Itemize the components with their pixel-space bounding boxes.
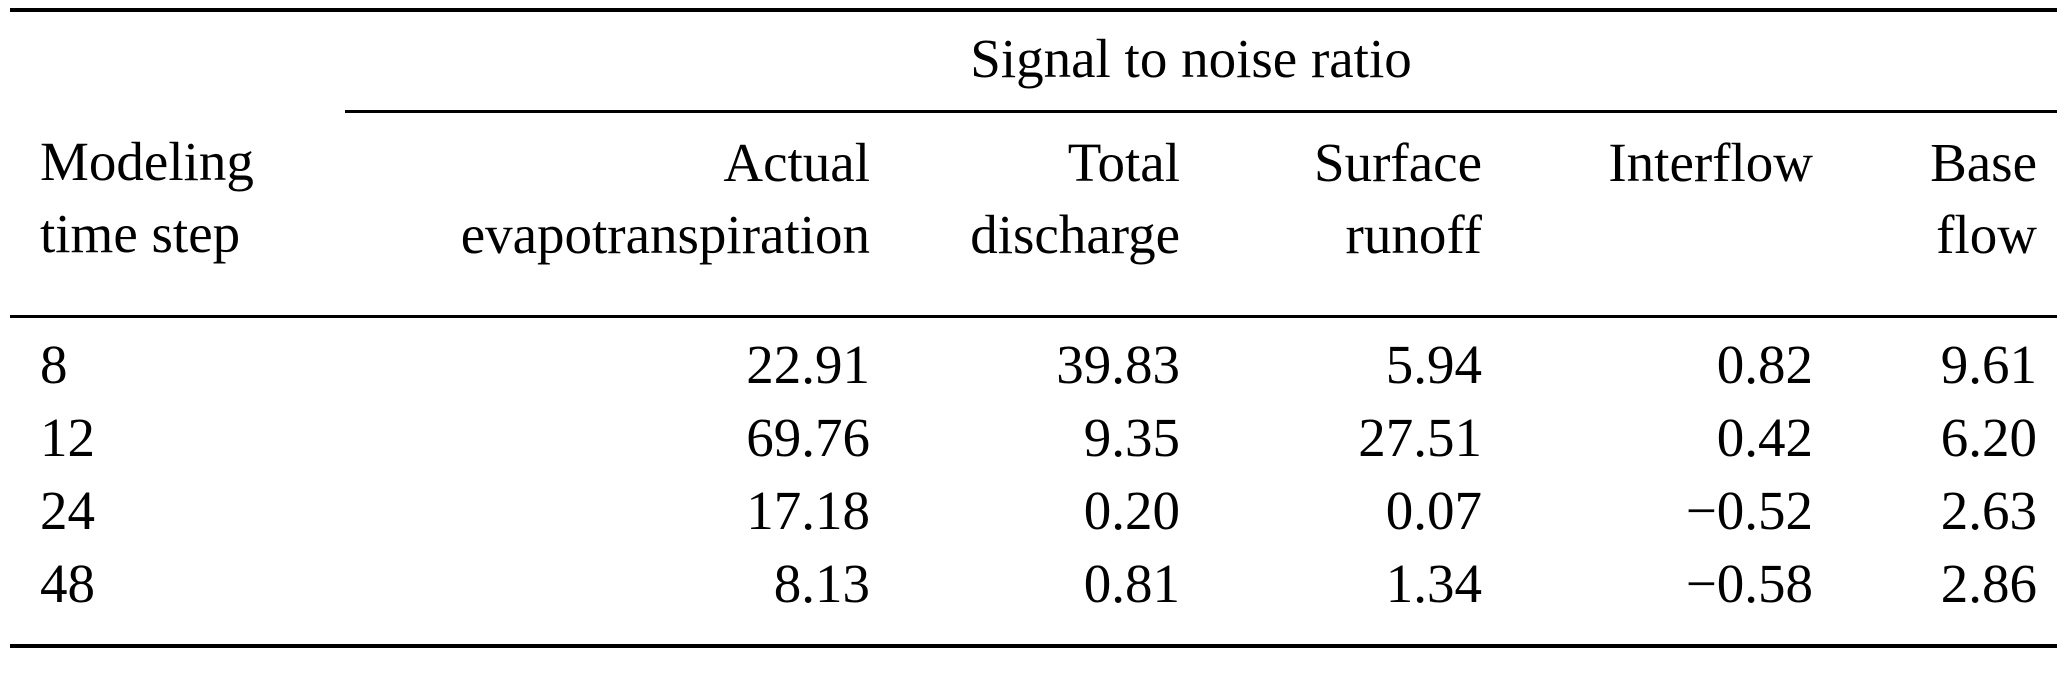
table-cell: −0.58 xyxy=(1685,553,1813,614)
table-row: 24 17.18 0.20 0.07 −0.52 2.63 xyxy=(10,474,2057,547)
table-cell: 1.34 xyxy=(1385,553,1482,614)
table-cell: 0.82 xyxy=(1716,334,1813,395)
table-cell: −0.52 xyxy=(1685,480,1813,541)
table-cell: 27.51 xyxy=(1358,407,1482,468)
table-cell: 0.81 xyxy=(1083,553,1180,614)
span-header-row: Signal to noise ratio xyxy=(10,10,2057,113)
table-cell: 2.63 xyxy=(1940,480,2037,541)
paper-table-container: Signal to noise ratio Modeling time step… xyxy=(10,8,2057,648)
table-cell: 8.13 xyxy=(773,553,870,614)
column-header-row: Modeling time step Actual evapotranspira… xyxy=(10,111,2057,318)
table-cell: 69.76 xyxy=(746,407,870,468)
table-cell: 5.94 xyxy=(1385,334,1482,395)
table-cell: 6.20 xyxy=(1940,407,2037,468)
table-row: 8 22.91 39.83 5.94 0.82 9.61 xyxy=(10,317,2057,402)
table-cell: 17.18 xyxy=(746,480,870,541)
signal-to-noise-table: Signal to noise ratio Modeling time step… xyxy=(10,8,2057,648)
table-cell: 12 xyxy=(40,407,95,468)
table-cell: 9.61 xyxy=(1940,334,2037,395)
span-header-signal-to-noise-ratio: Signal to noise ratio xyxy=(345,10,2057,113)
table-cell: 9.35 xyxy=(1083,407,1180,468)
table-cell: 0.07 xyxy=(1385,480,1482,541)
col-header-modeling-time-step: Modeling time step xyxy=(10,111,345,318)
col-header-total-discharge: Total discharge xyxy=(870,111,1180,318)
table-cell: 22.91 xyxy=(746,334,870,395)
table-body: 8 22.91 39.83 5.94 0.82 9.61 12 69.76 9.35 27.51 0… xyxy=(10,317,2057,647)
col-header-actual-evapotranspiration: Actual evapotranspiration xyxy=(345,111,870,318)
table-cell: 24 xyxy=(40,480,95,541)
table-cell: 0.42 xyxy=(1716,407,1813,468)
col-header-interflow: Interflow xyxy=(1482,111,1813,318)
table-cell: 2.86 xyxy=(1940,553,2037,614)
table-row: 48 8.13 0.81 1.34 −0.58 2.86 xyxy=(10,547,2057,646)
col-header-surface-runoff: Surface runoff xyxy=(1180,111,1482,318)
col-header-base-flow: Base flow xyxy=(1813,111,2057,318)
corner-cell xyxy=(10,10,345,112)
table-cell: 8 xyxy=(40,334,68,395)
table-cell: 39.83 xyxy=(1056,334,1180,395)
table-cell: 0.20 xyxy=(1083,480,1180,541)
table-row: 12 69.76 9.35 27.51 0.42 6.20 xyxy=(10,401,2057,474)
table-cell: 48 xyxy=(40,553,95,614)
